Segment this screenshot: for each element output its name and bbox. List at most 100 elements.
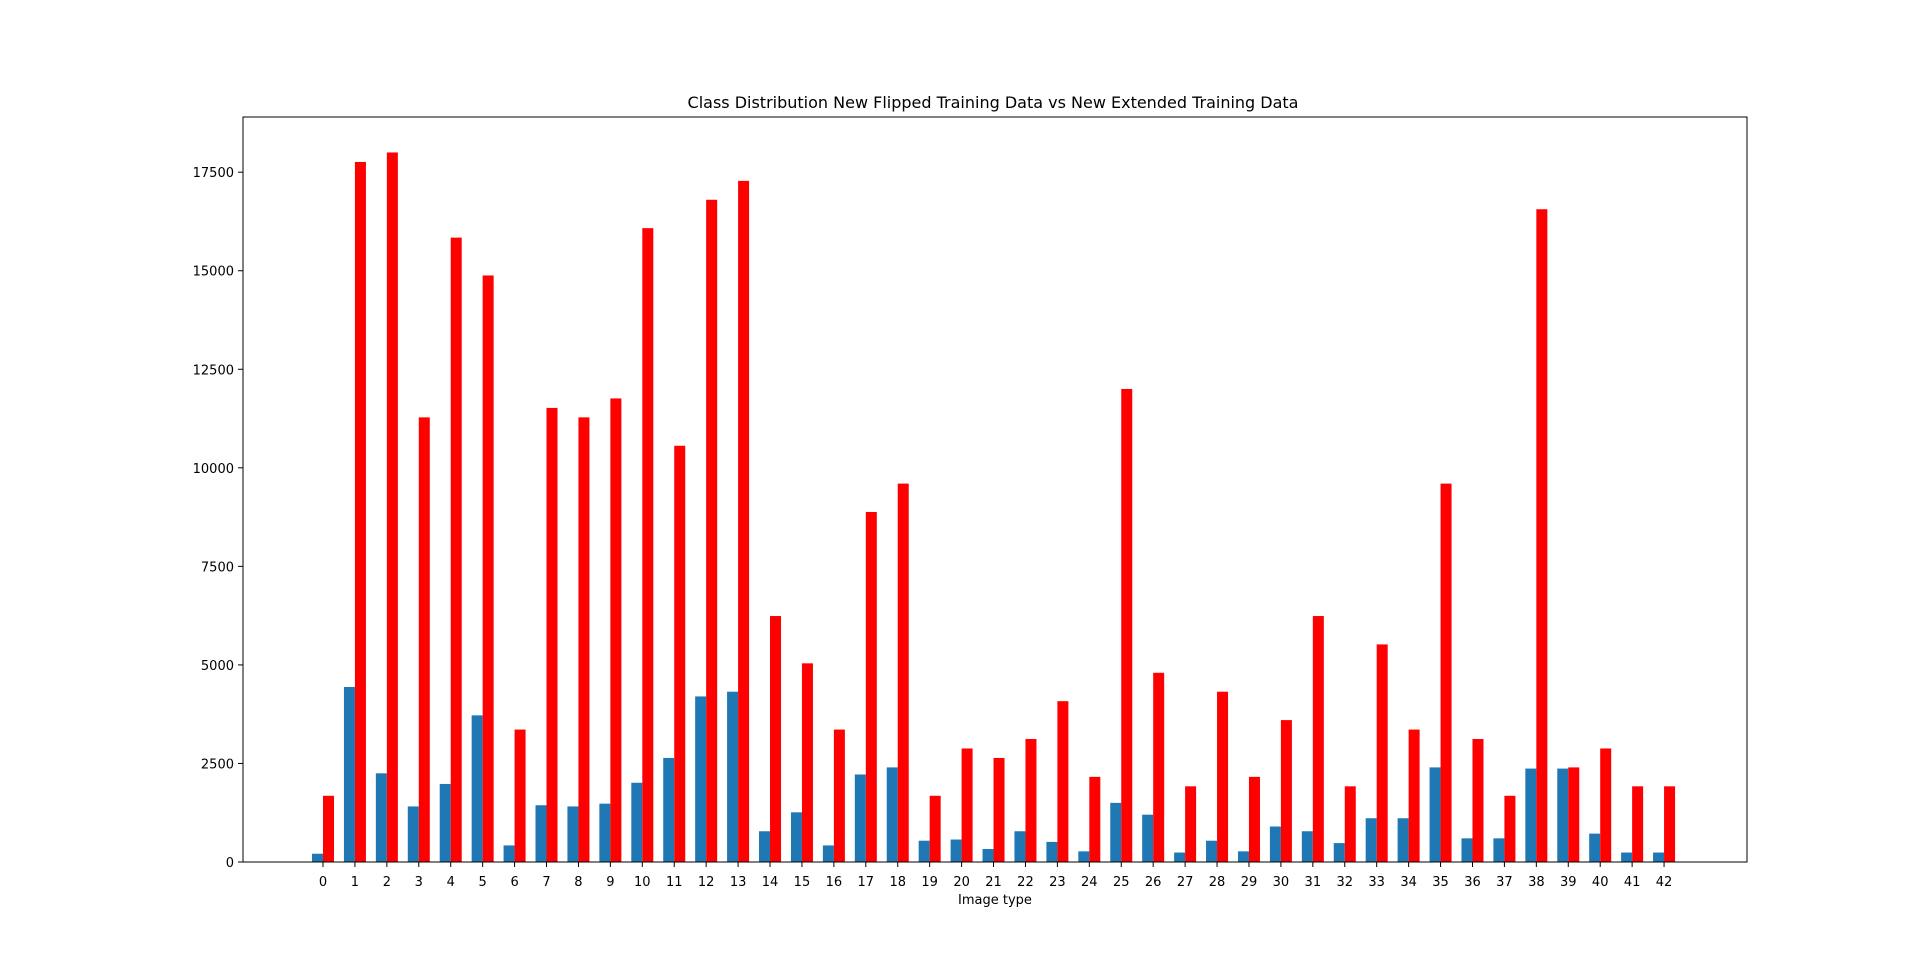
x-tick-label: 15 <box>794 875 811 890</box>
x-tick-label: 20 <box>953 875 970 890</box>
y-tick-label: 12500 <box>193 363 234 378</box>
bar-series-1-cat-11 <box>663 757 675 862</box>
bar-series-1-cat-31 <box>1301 831 1313 862</box>
bar-series-1-cat-19 <box>918 840 930 862</box>
bar-series-2-cat-4 <box>450 237 462 862</box>
bar-series-1-cat-4 <box>439 783 451 862</box>
x-tick-label: 4 <box>447 875 455 890</box>
bar-series-1-cat-14 <box>759 831 771 862</box>
x-tick-label: 27 <box>1177 875 1194 890</box>
bar-series-2-cat-35 <box>1440 483 1452 862</box>
x-tick-label: 18 <box>889 875 906 890</box>
bar-series-2-cat-3 <box>418 417 430 862</box>
bar-series-2-cat-22 <box>1025 739 1037 862</box>
bar-series-1-cat-12 <box>695 696 707 862</box>
y-tick-label: 17500 <box>193 166 234 181</box>
bar-series-2-cat-23 <box>1057 701 1069 862</box>
x-tick-label: 10 <box>634 875 651 890</box>
y-tick-label: 7500 <box>201 560 234 575</box>
bar-series-1-cat-22 <box>1014 831 1026 862</box>
bar-series-2-cat-26 <box>1153 672 1165 862</box>
x-tick-label: 35 <box>1432 875 1449 890</box>
bar-series-1-cat-29 <box>1237 851 1249 862</box>
bar-series-2-cat-11 <box>674 445 686 862</box>
bar-series-2-cat-10 <box>642 228 654 862</box>
bar-series-1-cat-20 <box>950 839 962 862</box>
x-tick-label: 40 <box>1592 875 1609 890</box>
bar-series-1-cat-17 <box>854 774 866 862</box>
bar-series-1-cat-37 <box>1493 838 1505 862</box>
x-tick-label: 19 <box>921 875 938 890</box>
bar-series-1-cat-9 <box>599 803 611 862</box>
x-axis: 0 1 2 3 4 5 6 7 8 9 10 11 12 13 14 15 16 17 18 19 20 21 22 23 24… <box>319 862 1672 890</box>
bar-series-2-cat-0 <box>323 795 334 862</box>
bar-series-1-cat-25 <box>1110 802 1122 862</box>
x-tick-label: 17 <box>858 875 875 890</box>
x-tick-label: 28 <box>1209 875 1226 890</box>
bar-series-2-cat-7 <box>546 407 558 862</box>
bar-series-1-cat-35 <box>1429 767 1441 862</box>
bar-series-1-cat-38 <box>1525 768 1537 862</box>
bar-series-2-cat-40 <box>1600 748 1612 862</box>
bar-series-2-cat-16 <box>833 729 845 862</box>
bar-series-2-cat-39 <box>1568 767 1580 862</box>
bar-series-2-cat-18 <box>897 483 909 862</box>
bar-series-2-cat-6 <box>514 729 526 862</box>
x-tick-label: 34 <box>1400 875 1417 890</box>
x-tick-label: 38 <box>1528 875 1545 890</box>
bar-series-1-cat-6 <box>503 845 515 862</box>
bar-series-2-cat-13 <box>738 180 750 863</box>
bar-series-1-cat-27 <box>1174 852 1186 862</box>
bars-group <box>312 152 1676 863</box>
bar-series-1-cat-5 <box>471 715 483 862</box>
bar-series-2-cat-5 <box>482 275 494 863</box>
bar-series-1-cat-0 <box>312 853 323 862</box>
x-tick-label: 23 <box>1049 875 1066 890</box>
bar-series-1-cat-15 <box>790 812 802 862</box>
bar-series-2-cat-28 <box>1217 691 1229 862</box>
y-tick-label: 2500 <box>201 757 234 772</box>
bar-series-2-cat-42 <box>1664 786 1676 862</box>
bar-series-2-cat-38 <box>1536 209 1548 863</box>
bar-series-2-cat-2 <box>386 152 398 863</box>
x-tick-label: 30 <box>1273 875 1290 890</box>
bar-series-1-cat-30 <box>1269 826 1281 862</box>
y-tick-label: 10000 <box>193 462 234 477</box>
bar-series-1-cat-13 <box>727 691 739 862</box>
bar-series-1-cat-41 <box>1621 852 1633 862</box>
bar-series-2-cat-27 <box>1185 786 1197 862</box>
x-tick-label: 36 <box>1464 875 1481 890</box>
x-tick-label: 26 <box>1145 875 1162 890</box>
bar-series-1-cat-10 <box>631 782 643 862</box>
bar-series-2-cat-29 <box>1248 776 1260 862</box>
bar-series-2-cat-21 <box>993 757 1005 862</box>
bar-series-2-cat-19 <box>929 795 941 862</box>
x-tick-label: 22 <box>1017 875 1034 890</box>
x-tick-label: 41 <box>1624 875 1641 890</box>
bar-series-2-cat-24 <box>1089 776 1101 862</box>
bar-series-1-cat-34 <box>1397 818 1409 862</box>
bar-series-2-cat-1 <box>354 161 366 862</box>
bar-series-1-cat-21 <box>982 848 994 862</box>
bar-series-2-cat-30 <box>1280 720 1292 862</box>
x-tick-label: 0 <box>319 875 327 890</box>
bar-series-1-cat-1 <box>343 686 355 862</box>
bar-series-2-cat-34 <box>1408 729 1420 862</box>
x-tick-label: 42 <box>1656 875 1673 890</box>
bar-series-1-cat-24 <box>1078 851 1090 862</box>
x-tick-label: 8 <box>574 875 582 890</box>
x-tick-label: 14 <box>762 875 779 890</box>
x-tick-label: 12 <box>698 875 715 890</box>
bar-series-1-cat-3 <box>407 806 419 862</box>
bar-series-2-cat-37 <box>1504 795 1516 862</box>
x-tick-label: 21 <box>985 875 1002 890</box>
bar-series-1-cat-23 <box>1046 841 1058 862</box>
bar-series-2-cat-8 <box>578 417 590 862</box>
x-tick-label: 3 <box>415 875 423 890</box>
bar-series-1-cat-33 <box>1365 818 1377 862</box>
bar-series-2-cat-33 <box>1376 644 1388 862</box>
y-axis: 0 2500 5000 7500 10000 12500 15000 17500 <box>193 166 243 871</box>
x-tick-label: 39 <box>1560 875 1577 890</box>
x-tick-label: 16 <box>826 875 843 890</box>
